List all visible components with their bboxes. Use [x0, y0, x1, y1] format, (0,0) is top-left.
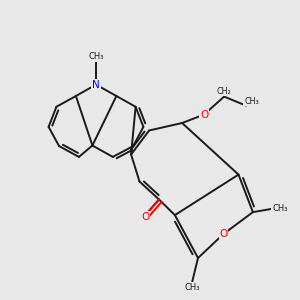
Text: O: O	[200, 110, 208, 120]
Text: O: O	[219, 229, 228, 239]
Text: CH₃: CH₃	[244, 97, 259, 106]
Text: N: N	[92, 80, 100, 90]
Text: N: N	[92, 80, 100, 90]
Text: CH₃: CH₃	[272, 204, 288, 213]
Text: O: O	[141, 212, 150, 222]
Text: CH₃: CH₃	[88, 52, 104, 61]
Text: CH₂: CH₂	[217, 87, 232, 96]
Text: CH₃: CH₃	[184, 283, 200, 292]
